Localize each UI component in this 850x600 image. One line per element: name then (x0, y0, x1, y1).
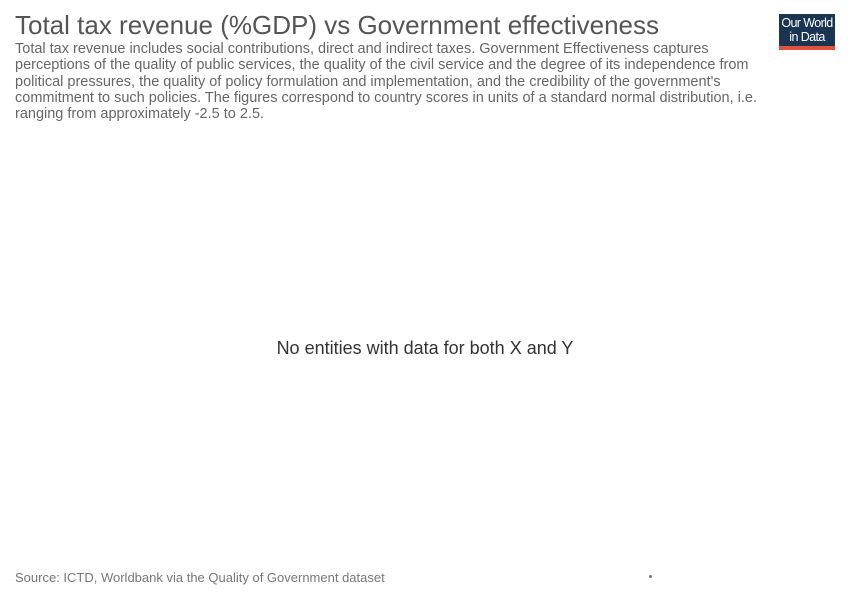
chart-subtitle: Total tax revenue includes social contri… (15, 41, 757, 123)
footer-dot-icon (649, 575, 652, 578)
source-note[interactable]: Source: ICTD, Worldbank via the Quality … (15, 570, 385, 585)
our-world-in-data-logo[interactable]: Our World in Data (779, 14, 835, 50)
chart-header: Total tax revenue (%GDP) vs Government e… (15, 10, 760, 122)
no-data-message: No entities with data for both X and Y (276, 338, 574, 358)
chart-title: Total tax revenue (%GDP) vs Government e… (15, 10, 660, 40)
logo-text-line-2: in Data (789, 30, 825, 44)
logo-text-line-1: Our World (781, 16, 833, 30)
